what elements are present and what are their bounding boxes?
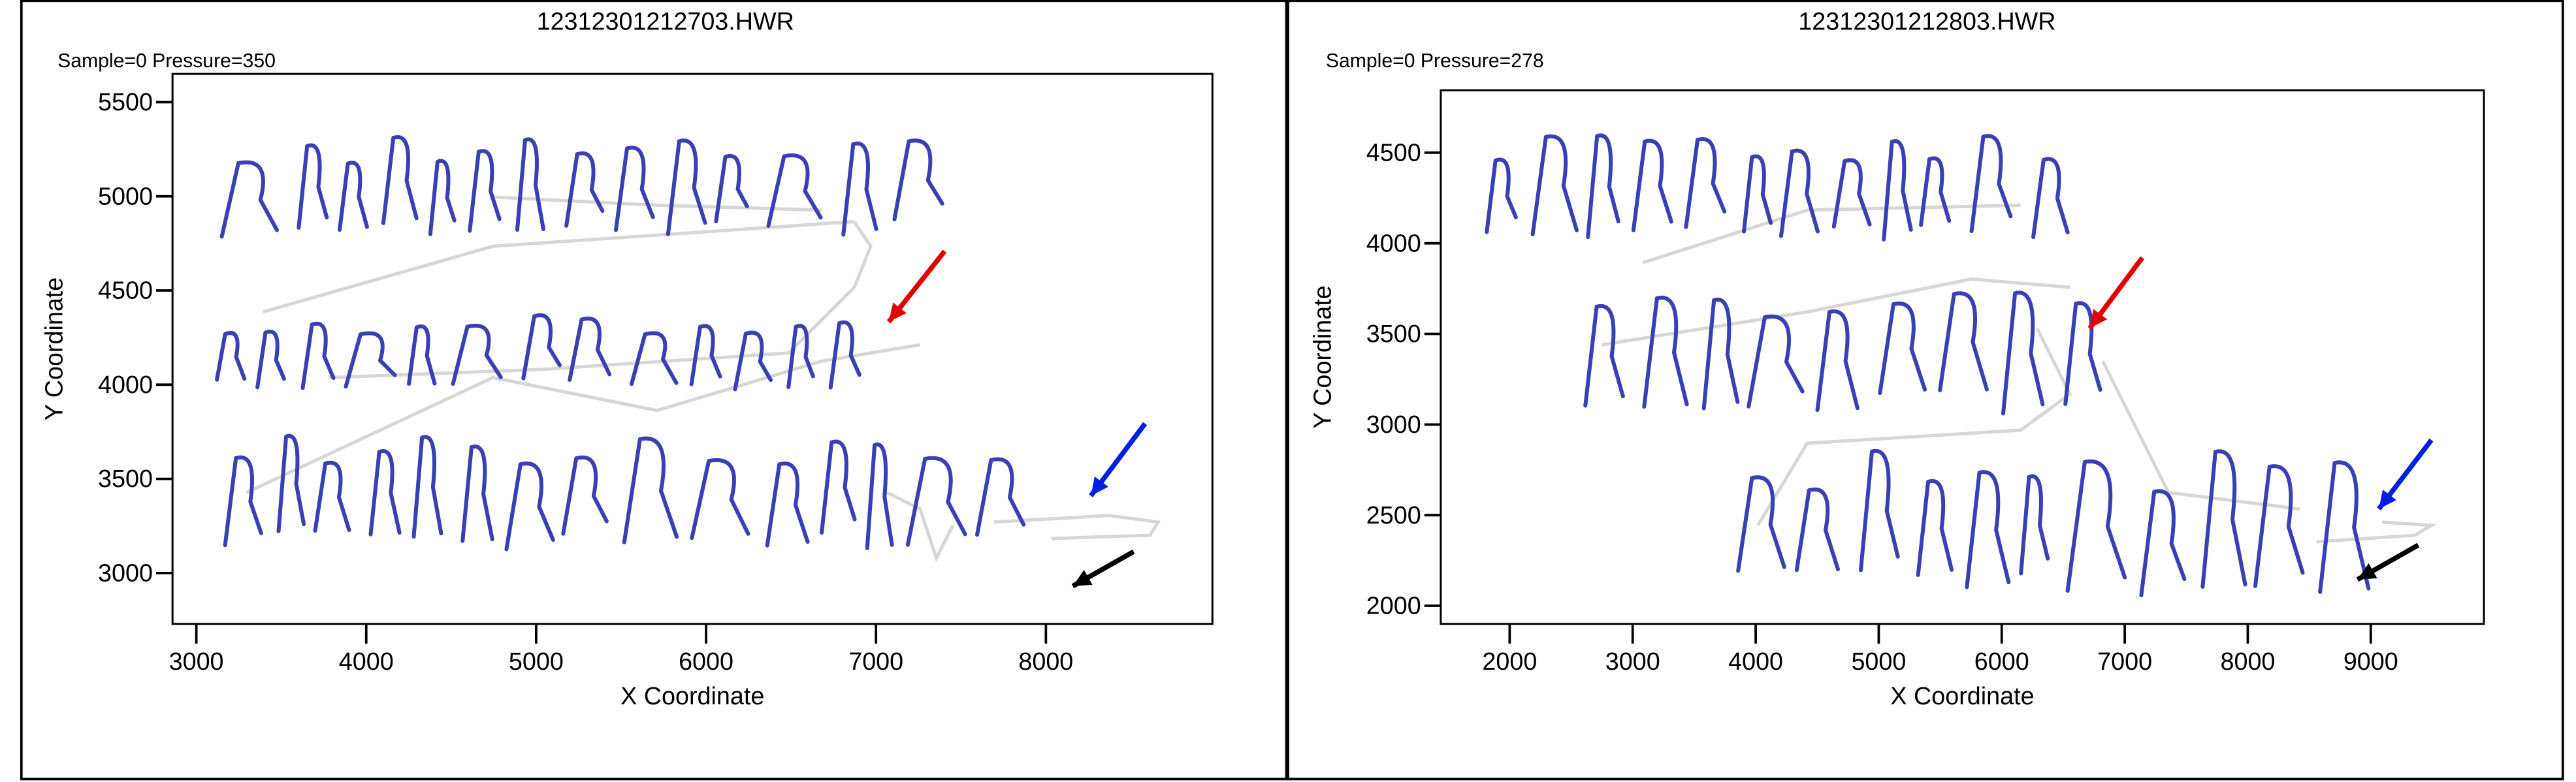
arrow-head: [2379, 490, 2397, 509]
panel-frame: [1287, 0, 2564, 781]
x-axis-label: X Coordinate: [620, 682, 764, 710]
y-tick-label: 3500: [1366, 320, 1421, 347]
chart-subtitle: Sample=0 Pressure=278: [1326, 50, 1544, 72]
y-tick-label: 4500: [98, 277, 153, 304]
x-tick-label: 2000: [1482, 648, 1537, 675]
handwriting-stroke: [215, 313, 861, 392]
panel-frame: [20, 0, 1288, 781]
x-tick-label: 4000: [339, 648, 394, 675]
x-tick-label: 9000: [2343, 648, 2398, 675]
handwriting-stroke: [1485, 133, 2070, 242]
handwriting-stroke: [223, 433, 1026, 552]
y-tick-label: 5500: [98, 88, 153, 116]
x-tick-label: 6000: [679, 648, 733, 675]
x-tick-label: 5000: [509, 648, 564, 675]
arrow-head: [1091, 476, 1108, 496]
y-axis-label: Y Coordinate: [1308, 285, 1336, 428]
x-tick-label: 8000: [1018, 648, 1073, 675]
chart-panel: 12312301212803.HWR Sample=0 Pressure=278 2…: [1308, 7, 2485, 710]
chart-panel: 12312301212703.HWR Sample=0 Pressure=350 3…: [40, 7, 1214, 710]
x-tick-label: 3000: [169, 648, 224, 675]
y-tick-label: 2000: [1366, 592, 1421, 619]
y-tick-label: 3000: [1366, 411, 1421, 438]
y-tick-label: 3500: [98, 465, 153, 492]
chart-subtitle: Sample=0 Pressure=350: [57, 50, 276, 72]
x-tick-label: 7000: [2097, 648, 2152, 675]
y-axis-label: Y Coordinate: [40, 277, 68, 420]
x-tick-label: 4000: [1728, 648, 1783, 675]
y-tick-label: 5000: [98, 182, 153, 210]
x-tick-label: 5000: [1851, 648, 1906, 675]
y-tick-label: 4000: [1366, 229, 1421, 257]
chart-title: 12312301212703.HWR: [537, 7, 794, 35]
pen-trajectory: [246, 195, 1161, 563]
handwriting-stroke: [1736, 448, 2371, 597]
arrow-head: [2357, 563, 2377, 580]
plot-area: [171, 72, 1214, 625]
y-tick-label: 3000: [98, 559, 153, 586]
x-tick-label: 7000: [848, 648, 903, 675]
x-tick-label: 3000: [1605, 648, 1660, 675]
y-tick-label: 2500: [1366, 501, 1421, 529]
y-tick-label: 4000: [98, 371, 153, 398]
x-tick-label: 6000: [1974, 648, 2029, 675]
handwriting-stroke: [219, 135, 944, 239]
arrow-head: [888, 302, 907, 322]
chart-title: 12312301212803.HWR: [1798, 7, 2055, 35]
handwriting-stroke: [1583, 290, 2102, 416]
arrow-head: [2089, 309, 2108, 329]
x-tick-label: 8000: [2220, 648, 2275, 675]
x-axis-label: X Coordinate: [1890, 682, 2034, 710]
y-tick-label: 4500: [1366, 138, 1421, 166]
arrow-head: [1072, 570, 1093, 586]
plot-area: [1440, 89, 2485, 625]
pen-trajectory: [1602, 203, 2437, 544]
